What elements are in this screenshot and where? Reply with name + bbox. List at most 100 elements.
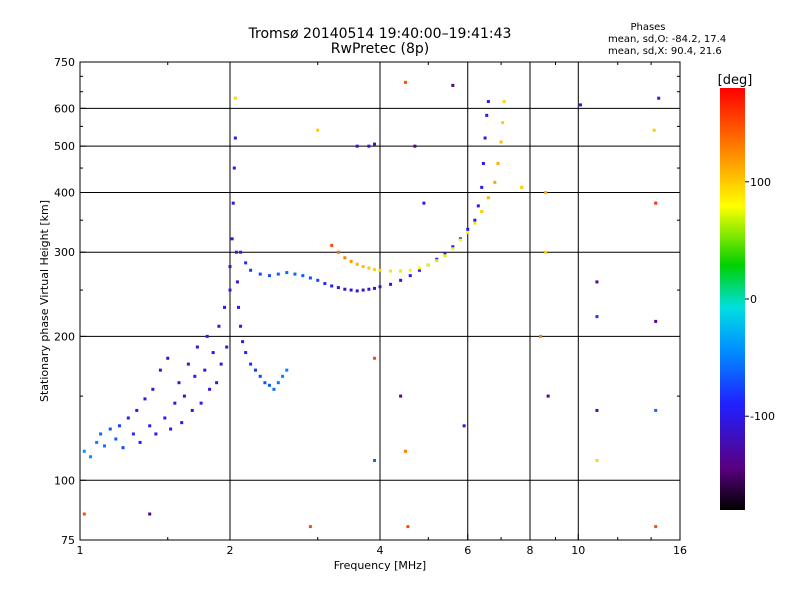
data-point — [481, 161, 485, 165]
data-point — [451, 247, 455, 251]
data-point — [544, 190, 548, 194]
colorbar-label: [deg] — [718, 73, 753, 88]
data-point — [121, 446, 125, 450]
data-point — [99, 432, 103, 436]
plot-area: 1 2 4 6 8 10 16 75 100 200 300 400 500 600 750 — [54, 56, 687, 557]
data-point — [249, 362, 253, 366]
data-point — [323, 282, 327, 286]
data-point — [493, 180, 497, 184]
data-point — [241, 340, 245, 344]
data-point — [361, 288, 365, 292]
data-point — [373, 458, 377, 462]
data-point — [466, 227, 470, 231]
chart-subtitle: RwPretec (8p) — [331, 41, 429, 57]
x-axis-label: Frequency [MHz] — [334, 559, 426, 572]
data-point — [253, 368, 257, 372]
data-point — [236, 305, 240, 309]
data-point — [177, 381, 181, 385]
data-point — [443, 252, 447, 256]
x-tick-label: 8 — [527, 544, 534, 557]
data-point — [473, 221, 477, 225]
data-point — [378, 268, 382, 272]
x-tick-label: 2 — [227, 544, 234, 557]
chart-title: Tromsø 20140514 19:40:00–19:41:43 — [248, 26, 512, 42]
colorbar: [deg] 100 0 -100 — [718, 73, 775, 510]
data-point — [82, 512, 86, 516]
data-point — [403, 449, 407, 453]
data-point — [578, 103, 582, 107]
data-point — [435, 259, 439, 263]
data-point — [103, 444, 107, 448]
data-point — [166, 356, 170, 360]
data-point — [367, 266, 371, 270]
data-point — [180, 421, 184, 425]
data-point — [148, 512, 152, 516]
data-point — [308, 525, 312, 529]
y-axis-label: Stationary phase Virtual Height [km] — [38, 200, 51, 402]
y-tick-label: 500 — [54, 140, 75, 153]
data-point — [223, 305, 227, 309]
data-point — [272, 387, 276, 391]
colorbar-tick-label: 100 — [750, 176, 771, 189]
data-point — [169, 427, 173, 431]
data-point — [233, 136, 237, 140]
data-point — [443, 254, 447, 258]
data-point — [501, 121, 505, 125]
data-point — [301, 274, 305, 278]
data-point — [499, 140, 503, 144]
data-point — [114, 437, 118, 441]
data-point — [473, 218, 477, 222]
data-point — [228, 288, 232, 292]
data-point — [349, 288, 353, 292]
data-point — [486, 196, 490, 200]
data-point — [413, 144, 417, 148]
colorbar-tick-label: -100 — [750, 410, 775, 423]
x-axis-ticks: 1 2 4 6 8 10 16 — [77, 62, 687, 557]
y-tick-label: 75 — [61, 534, 75, 547]
data-point — [485, 113, 489, 117]
data-point — [95, 440, 99, 444]
data-point — [208, 387, 212, 391]
y-tick-label: 600 — [54, 102, 75, 115]
data-point — [182, 394, 186, 398]
data-point — [173, 401, 177, 405]
data-point — [406, 525, 410, 529]
stats-o-line: mean, sd,O: -84.2, 17.4 — [608, 34, 726, 45]
data-point — [267, 274, 271, 278]
colorbar-tick-label: 0 — [750, 293, 757, 306]
data-point — [193, 374, 197, 378]
data-point — [476, 204, 480, 208]
data-point — [399, 269, 403, 273]
data-point — [108, 427, 112, 431]
data-point — [163, 416, 167, 420]
data-point — [82, 449, 86, 453]
y-tick-label: 400 — [54, 186, 75, 199]
data-point — [336, 250, 340, 254]
data-point — [267, 383, 271, 387]
data-point — [654, 319, 658, 323]
stats-title: Phases — [630, 22, 665, 33]
x-tick-label: 4 — [377, 544, 384, 557]
data-point — [408, 268, 412, 272]
data-point — [235, 280, 239, 284]
data-point — [422, 201, 426, 205]
data-point — [138, 440, 142, 444]
data-point — [654, 201, 658, 205]
data-point — [355, 289, 359, 293]
data-point — [546, 394, 550, 398]
data-point — [89, 455, 93, 459]
colorbar-gradient — [720, 88, 745, 510]
colorbar-ticks: 100 0 -100 — [745, 176, 775, 423]
data-point — [263, 381, 267, 385]
data-point — [148, 424, 152, 428]
y-tick-label: 750 — [54, 56, 75, 69]
data-point — [367, 144, 371, 148]
data-point — [316, 278, 320, 282]
data-point — [186, 362, 190, 366]
data-point — [595, 315, 599, 319]
data-point — [244, 261, 248, 265]
y-axis-ticks: 75 100 200 300 400 500 600 750 — [54, 56, 680, 547]
data-point — [258, 374, 262, 378]
data-point — [249, 268, 253, 272]
data-point — [117, 424, 121, 428]
